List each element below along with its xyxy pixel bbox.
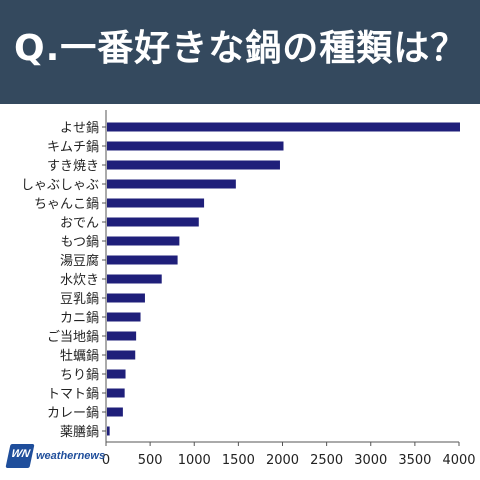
bar [107, 293, 145, 303]
y-tick-label: カレー鍋 [47, 405, 99, 421]
x-tick-label: 0 [102, 453, 110, 468]
y-tick-label: カニ鍋 [60, 310, 99, 326]
bar [107, 388, 125, 398]
bar [107, 331, 137, 341]
bar [107, 369, 126, 379]
y-tick-label: すき焼き [47, 159, 99, 174]
x-tick-label: 1000 [178, 453, 211, 468]
y-tick-label: よせ鍋 [60, 120, 99, 136]
y-tick-label: 豆乳鍋 [60, 291, 99, 307]
logo-mark-icon: WN [5, 444, 35, 468]
logo-text: weathernews [36, 450, 106, 462]
y-tick-label: キムチ鍋 [47, 139, 99, 155]
bar [107, 426, 110, 436]
x-tick-label: 2000 [266, 453, 299, 468]
bar [107, 179, 236, 189]
y-tick-label: 水炊き [60, 273, 99, 288]
weathernews-logo: WN weathernews [5, 444, 128, 470]
bar [107, 255, 178, 265]
x-tick-label: 1500 [222, 453, 255, 468]
bar [107, 217, 199, 227]
x-tick-label: 3000 [354, 453, 387, 468]
x-tick-label: 3500 [398, 453, 431, 468]
y-tick-label: ご当地鍋 [47, 329, 99, 345]
bar [107, 122, 460, 132]
bar [107, 236, 180, 246]
x-tick-label: 500 [138, 453, 163, 468]
bar [107, 274, 162, 284]
y-tick-label: ちり鍋 [60, 367, 99, 383]
y-tick-label: もつ鍋 [61, 234, 99, 250]
y-tick-label: ちゃんこ鍋 [34, 196, 99, 212]
bar [107, 312, 141, 322]
y-tick-label: しゃぶしゃぶ [21, 178, 99, 193]
y-tick-label: トマト鍋 [47, 386, 99, 402]
bar [107, 350, 136, 360]
y-tick-label: 湯豆腐 [60, 254, 99, 269]
bar [107, 160, 280, 170]
y-tick-label: おでん [60, 216, 99, 231]
y-tick-label: 薬膳鍋 [60, 424, 99, 440]
bar [107, 141, 284, 151]
bar [107, 407, 123, 417]
bar-chart: よせ鍋キムチ鍋すき焼きしゃぶしゃぶちゃんこ鍋おでんもつ鍋湯豆腐水炊き豆乳鍋カニ鍋… [21, 110, 476, 468]
logo-mark-text: WN [10, 448, 32, 460]
page-title: Q.一番好きな鍋の種類は？ [14, 28, 468, 69]
header-banner: Q.一番好きな鍋の種類は？ [0, 0, 480, 104]
x-tick-label: 2500 [310, 453, 343, 468]
y-tick-label: 牡蠣鍋 [60, 348, 99, 364]
bar [107, 198, 205, 208]
x-tick-label: 4000 [442, 453, 475, 468]
